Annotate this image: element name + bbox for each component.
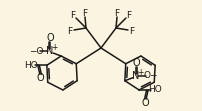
Text: O: O	[37, 73, 44, 83]
Text: O: O	[142, 98, 149, 108]
Text: F: F	[129, 27, 135, 36]
Text: N: N	[132, 71, 140, 81]
Text: N: N	[46, 46, 54, 56]
Text: HO: HO	[24, 61, 38, 70]
Text: +: +	[137, 68, 144, 77]
Text: F: F	[67, 27, 73, 36]
Text: +: +	[52, 43, 58, 52]
Text: F: F	[126, 11, 132, 20]
Text: O: O	[46, 33, 54, 43]
Text: −O: −O	[29, 47, 43, 56]
Text: O: O	[132, 58, 140, 68]
Text: F: F	[70, 11, 76, 20]
Text: F: F	[115, 9, 120, 18]
Text: F: F	[82, 9, 87, 18]
Text: O−: O−	[144, 71, 158, 80]
Text: HO: HO	[148, 85, 162, 94]
